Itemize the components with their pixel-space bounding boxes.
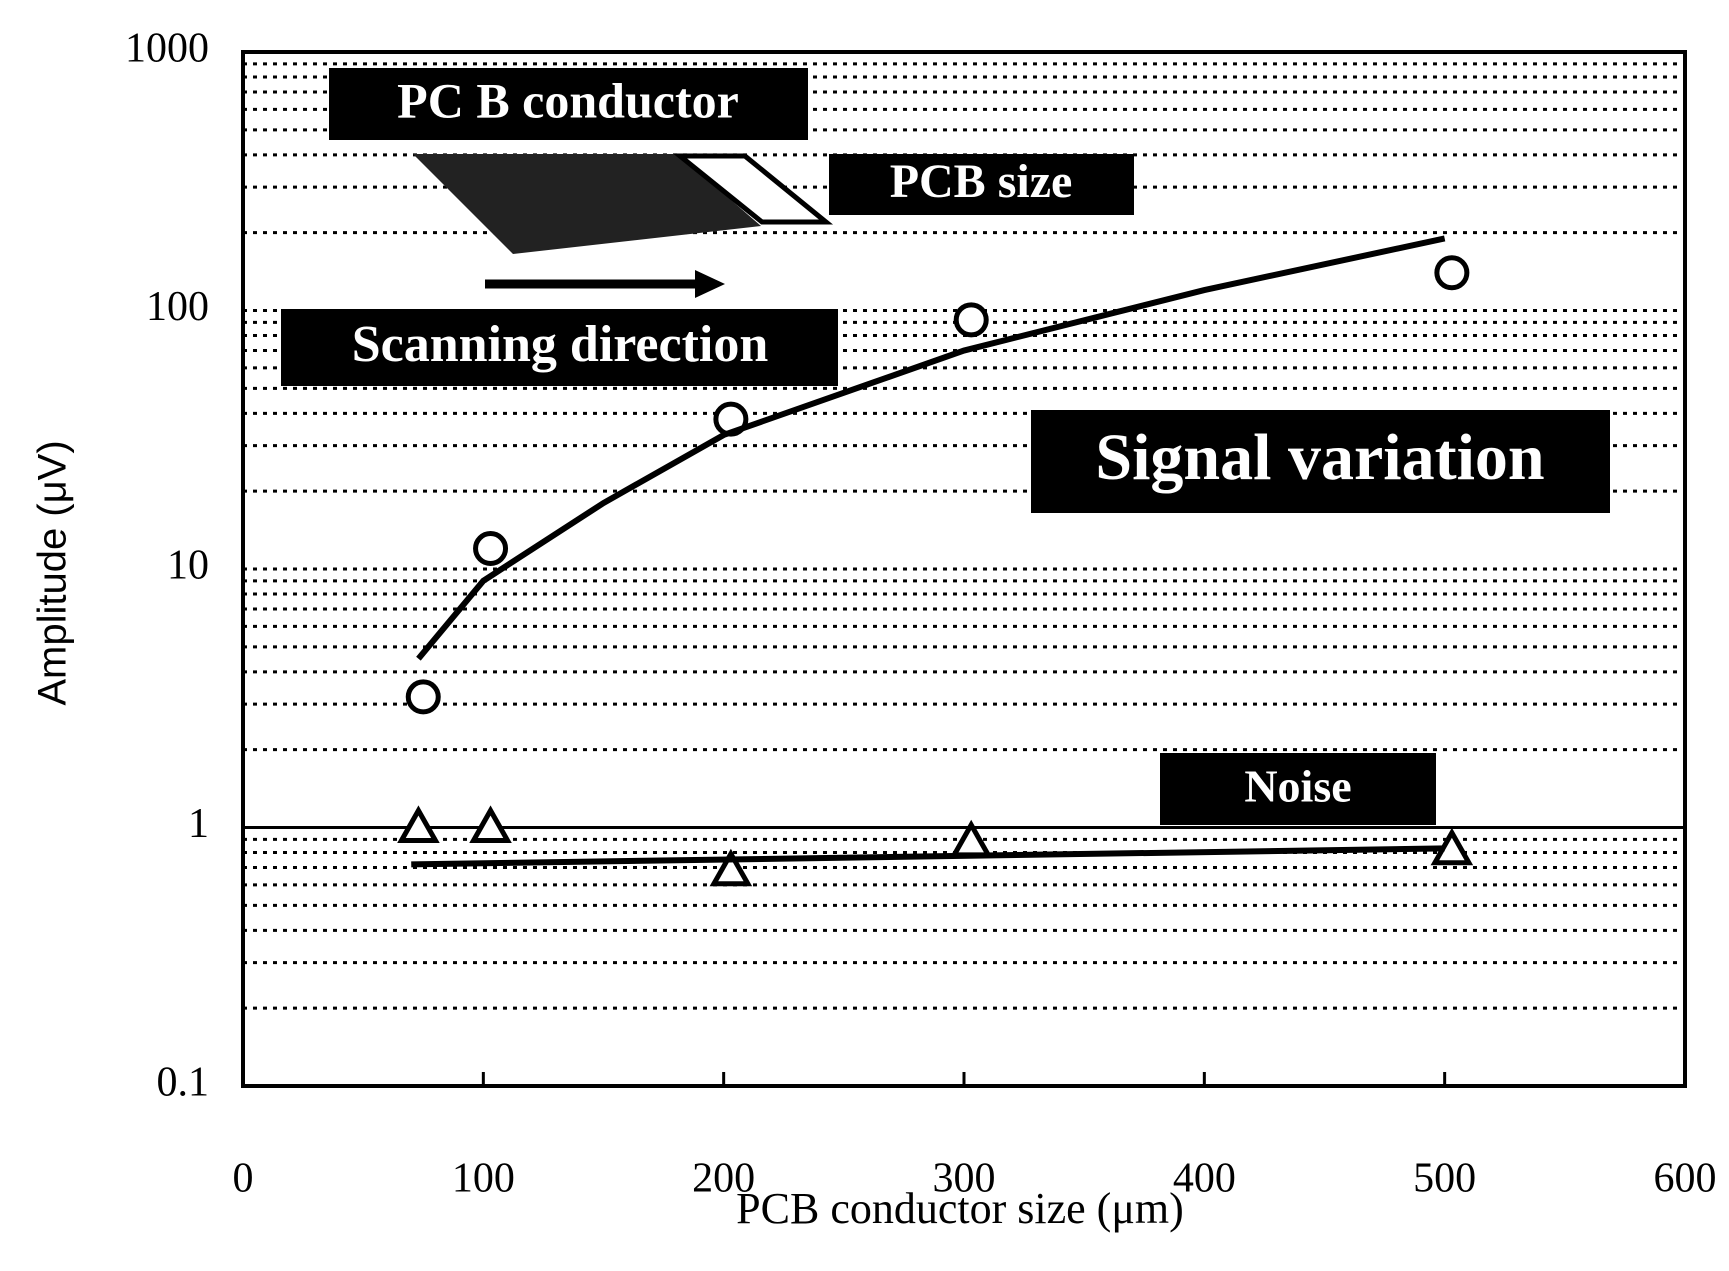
signal-point (473, 531, 509, 567)
y-tick-label: 10 (167, 543, 209, 589)
signal-point (953, 302, 989, 338)
annotation-text: Noise (1244, 761, 1351, 812)
x-tick-label: 500 (1413, 1156, 1476, 1202)
x-tick-label: 100 (452, 1156, 515, 1202)
x-axis-label: PCB conductor size (μm) (736, 1184, 1184, 1233)
scan-arrow-head (695, 270, 725, 298)
pcb-conductor-shape (413, 154, 761, 254)
y-tick-label: 100 (146, 284, 209, 330)
y-tick-label: 0.1 (157, 1060, 210, 1106)
fit-line (416, 235, 1446, 661)
x-tick-label: 400 (1173, 1156, 1236, 1202)
annotation: Signal variation (1031, 410, 1610, 513)
pcb-size-shape (672, 153, 834, 225)
fit-line (411, 845, 1445, 868)
annotation-text: PC B conductor (397, 72, 739, 128)
marks (397, 235, 1474, 887)
x-tick-label: 0 (233, 1156, 254, 1202)
annotation: Scanning direction (281, 309, 838, 386)
plot-frame (241, 50, 1687, 1088)
annotation: Noise (1160, 753, 1436, 825)
annotation-text: Signal variation (1095, 421, 1544, 494)
y-tick-label: 1 (188, 801, 209, 847)
noise-point (397, 805, 440, 843)
annotation-text: Scanning direction (352, 316, 769, 373)
x-tick-label: 300 (933, 1156, 996, 1202)
x-tick-label: 600 (1654, 1156, 1717, 1202)
annotation: PC B conductor (329, 68, 808, 140)
noise-point (709, 848, 753, 887)
signal-point (1434, 255, 1470, 291)
annotation-text: PCB size (890, 155, 1073, 208)
y-axis-label: Amplitude (μV) (31, 440, 75, 705)
noise-point (469, 805, 512, 843)
x-tick-label: 200 (692, 1156, 755, 1202)
y-tick-label: 1000 (125, 26, 209, 72)
annotation: PCB size (829, 154, 1134, 215)
signal-point (405, 679, 441, 715)
